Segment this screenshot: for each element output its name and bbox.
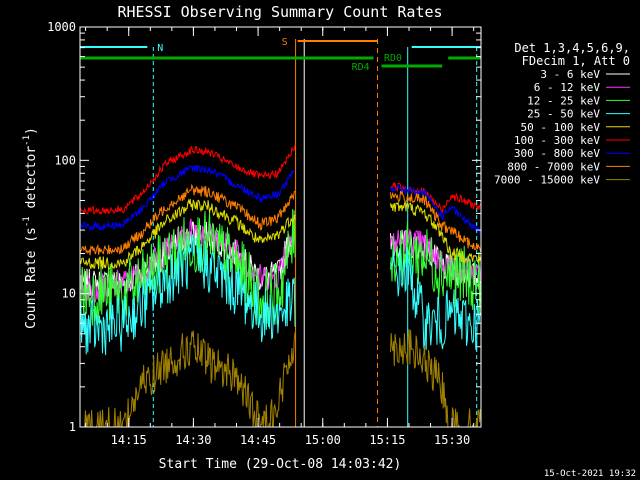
series-line — [80, 329, 481, 427]
series-group — [80, 39, 481, 427]
legend-label: 6 - 12 keV — [534, 81, 601, 94]
legend-label: 25 - 50 keV — [527, 108, 600, 121]
series-line — [80, 164, 481, 235]
plot-frame — [79, 26, 482, 428]
x-tick-label: 14:45 — [240, 433, 276, 447]
legend-header-line1: Det 1,3,4,5,6,9, — [514, 41, 630, 55]
y-tick-label: 10 — [62, 287, 76, 301]
series-line — [80, 144, 481, 215]
x-axis-label: Start Time (29-Oct-08 14:03:42) — [159, 457, 402, 472]
y-tick-label: 1000 — [47, 20, 76, 34]
legend-label: 12 - 25 keV — [527, 94, 600, 107]
x-tick-label: 15:15 — [369, 433, 405, 447]
s-flag-label: S — [282, 37, 288, 48]
x-tick-label: 15:30 — [434, 433, 470, 447]
y-axis-label-end: ) — [24, 127, 39, 135]
x-tick-label: 14:15 — [111, 433, 147, 447]
y-axis-label: Count Rate (s-1 detector-1) — [22, 127, 39, 329]
y-axis: 1 10 100 1000 — [47, 20, 481, 434]
rd0-flag-label: RD0 — [384, 53, 402, 64]
y-axis-label-main: Count Rate (s — [24, 227, 39, 329]
series-line — [80, 198, 481, 270]
y-tick-label: 100 — [54, 153, 76, 167]
y-tick-label: 1 — [69, 420, 76, 434]
legend-label: 7000 - 15000 keV — [494, 174, 600, 187]
rd4-flag-label: RD4 — [352, 62, 370, 73]
chart-title: RHESSI Observing Summary Count Rates — [117, 3, 442, 21]
timestamp: 15-Oct-2021 19:32 — [544, 469, 636, 479]
y-axis-label-sup1: -1 — [22, 216, 32, 227]
legend-label: 50 - 100 keV — [521, 121, 601, 134]
legend-label: 800 - 7000 keV — [507, 160, 600, 173]
legend-label: 100 - 300 keV — [514, 134, 600, 147]
x-tick-label: 15:00 — [305, 433, 341, 447]
x-tick-label: 14:30 — [175, 433, 211, 447]
plot-area: N S RD0 RD4 — [80, 37, 481, 427]
legend-label: 3 - 6 keV — [540, 68, 600, 81]
legend: Det 1,3,4,5,6,9, FDecim 1, Att 0 3 - 6 k… — [494, 41, 630, 187]
y-axis-label-sup2: -1 — [22, 135, 32, 146]
y-axis-label-mid: detector — [24, 146, 39, 217]
series-line — [80, 183, 481, 256]
legend-header-line2: FDecim 1, Att 0 — [522, 54, 630, 68]
x-axis: 14:15 14:30 14:45 15:00 15:15 15:30 — [85, 27, 475, 447]
series-line — [80, 234, 481, 356]
n-flag-label: N — [157, 43, 163, 54]
legend-label: 300 - 800 keV — [514, 147, 600, 160]
